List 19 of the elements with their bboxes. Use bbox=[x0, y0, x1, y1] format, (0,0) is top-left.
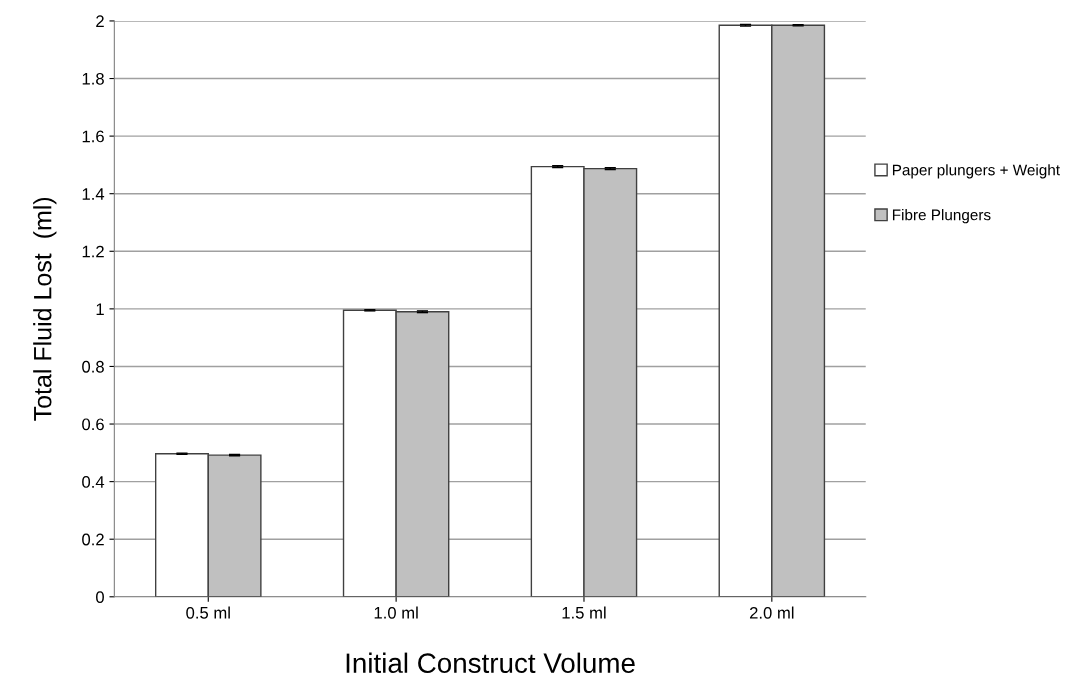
y-tick-label: 1.8 bbox=[82, 72, 104, 85]
y-axis-title: Total Fluid Lost (ml) bbox=[33, 197, 57, 421]
x-axis-title: Initial Construct Volume bbox=[346, 652, 635, 674]
y-tick-label: 0.8 bbox=[82, 360, 104, 373]
x-tick-label: 2.0 ml bbox=[749, 606, 794, 619]
y-tick-label: 1.4 bbox=[82, 188, 105, 200]
y-tick-label: 0.6 bbox=[82, 418, 104, 431]
y-tick-label: 0 bbox=[96, 591, 104, 603]
y-tick-label: 2 bbox=[96, 15, 104, 27]
y-tick-label: 1 bbox=[96, 303, 104, 315]
legend-label: Paper plungers + Weight bbox=[892, 164, 1060, 179]
x-tick-label: 0.5 ml bbox=[186, 606, 230, 619]
y-tick-label: 0.4 bbox=[82, 476, 105, 488]
y-tick-label: 1.2 bbox=[82, 245, 104, 258]
legend-label: Fibre Plungers bbox=[892, 209, 991, 224]
x-tick-label: 1.5 ml bbox=[562, 606, 606, 619]
x-tick-label: 1.0 ml bbox=[374, 606, 418, 619]
y-tick-label: 0.2 bbox=[82, 533, 104, 546]
y-tick-label: 1.6 bbox=[82, 130, 104, 143]
